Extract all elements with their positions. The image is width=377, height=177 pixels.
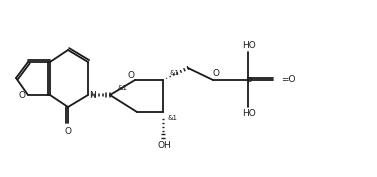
Text: P: P <box>246 76 252 85</box>
Text: HO: HO <box>242 41 256 50</box>
Text: &1: &1 <box>117 85 127 91</box>
Text: O: O <box>18 90 26 99</box>
Text: O: O <box>213 68 219 78</box>
Text: =O: =O <box>281 76 296 84</box>
Text: &1: &1 <box>167 115 177 121</box>
Text: &1: &1 <box>170 70 180 76</box>
Text: HO: HO <box>242 110 256 118</box>
Text: OH: OH <box>157 141 171 150</box>
Text: O: O <box>64 127 72 136</box>
Text: O: O <box>127 70 135 79</box>
Text: N: N <box>89 90 95 99</box>
